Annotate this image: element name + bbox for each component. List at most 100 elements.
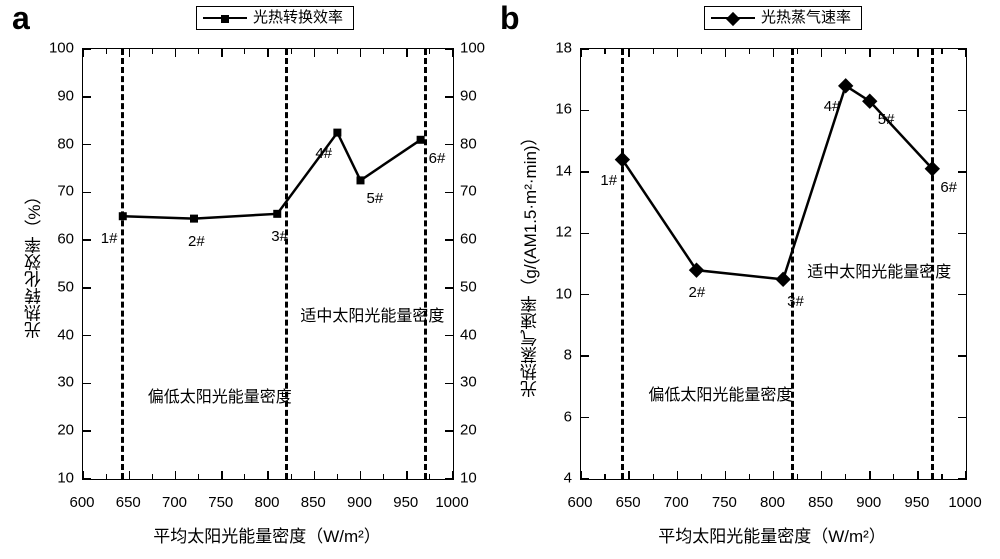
x-tick-label: 900 — [347, 494, 372, 511]
y-tick — [83, 335, 91, 337]
x-minor-tick — [429, 474, 430, 479]
x-tick-label: 900 — [856, 494, 881, 511]
x-minor-tick — [701, 49, 702, 54]
y-tick-label: 100 — [49, 40, 74, 57]
point-label: 4# — [315, 145, 332, 162]
y-tick — [581, 355, 589, 357]
y-tick-label-right: 30 — [460, 374, 477, 391]
x-tick — [406, 49, 408, 57]
x-minor-tick — [244, 474, 245, 479]
x-minor-tick — [198, 49, 199, 54]
point-label: 3# — [271, 228, 288, 245]
region-low-text: 偏低太阳光能量密度 — [648, 381, 792, 405]
y-tick-right — [958, 355, 966, 357]
x-tick-label: 1000 — [948, 494, 981, 511]
x-tick — [314, 49, 316, 57]
y-tick-label: 50 — [57, 278, 74, 295]
x-minor-tick — [383, 49, 384, 54]
series-a — [83, 49, 453, 479]
diamond-marker-icon — [726, 12, 740, 26]
x-minor-tick — [604, 49, 605, 54]
panel-a: a 光热转换效率 1#2#3#4#5#6#偏低太阳光能量密度适中太阳光能量密度 … — [0, 0, 500, 559]
data-marker — [273, 210, 281, 218]
y-tick-right — [958, 171, 966, 173]
x-minor-tick — [244, 49, 245, 54]
x-minor-tick — [845, 49, 846, 54]
y-tick-label-right: 70 — [460, 183, 477, 200]
x-tick — [821, 49, 823, 57]
y-tick — [581, 48, 589, 50]
x-tick — [82, 49, 84, 57]
x-tick-label: 800 — [760, 494, 785, 511]
legend-line-icon — [203, 17, 247, 19]
y-tick — [83, 478, 91, 480]
x-minor-tick — [337, 474, 338, 479]
x-minor-tick — [152, 49, 153, 54]
x-tick-label: 600 — [567, 494, 592, 511]
point-label: 1# — [101, 230, 118, 247]
x-tick — [725, 49, 727, 57]
panel-a-ylabel-left: 光热转化效率（%） — [22, 187, 47, 338]
x-tick-label: 750 — [208, 494, 233, 511]
data-marker — [775, 272, 790, 287]
plot-a-area: 1#2#3#4#5#6#偏低太阳光能量密度适中太阳光能量密度 — [82, 48, 454, 480]
x-minor-tick — [604, 474, 605, 479]
y-tick-right — [445, 430, 453, 432]
x-minor-tick — [383, 474, 384, 479]
region-mid-text: 适中太阳光能量密度 — [300, 302, 444, 326]
y-tick-label-right: 90 — [460, 87, 477, 104]
legend-text: 光热转换效率 — [253, 9, 343, 27]
x-tick-label: 850 — [301, 494, 326, 511]
y-tick-right — [445, 239, 453, 241]
y-tick — [83, 287, 91, 289]
x-minor-tick — [845, 474, 846, 479]
y-tick-label: 20 — [57, 422, 74, 439]
y-tick-right — [445, 48, 453, 50]
y-tick — [581, 110, 589, 112]
y-tick-label: 14 — [555, 162, 572, 179]
panel-b-letter: b — [500, 0, 520, 37]
x-tick-label: 600 — [69, 494, 94, 511]
x-tick — [917, 471, 919, 479]
y-tick-right — [445, 478, 453, 480]
y-tick-label-right: 20 — [460, 422, 477, 439]
y-tick-label-right: 80 — [460, 135, 477, 152]
x-minor-tick — [941, 49, 942, 54]
y-tick-label: 10 — [555, 285, 572, 302]
x-tick — [129, 49, 131, 57]
x-minor-tick — [893, 49, 894, 54]
point-label: 6# — [429, 150, 446, 167]
y-tick — [83, 383, 91, 385]
point-label: 5# — [878, 111, 895, 128]
region-low-text: 偏低太阳光能量密度 — [148, 383, 292, 407]
x-tick — [267, 471, 269, 479]
region-mid-text: 适中太阳光能量密度 — [807, 258, 951, 282]
x-minor-tick — [797, 49, 798, 54]
x-tick-label: 1000 — [435, 494, 468, 511]
vertical-dash — [621, 49, 624, 479]
y-tick-label: 16 — [555, 101, 572, 118]
vertical-dash — [121, 49, 124, 479]
x-tick — [725, 471, 727, 479]
x-tick — [628, 49, 630, 57]
x-tick-label: 750 — [712, 494, 737, 511]
y-tick-right — [445, 287, 453, 289]
x-minor-tick — [106, 49, 107, 54]
x-minor-tick — [429, 49, 430, 54]
x-minor-tick — [941, 474, 942, 479]
point-label: 6# — [940, 179, 957, 196]
x-minor-tick — [337, 49, 338, 54]
x-tick — [175, 49, 177, 57]
y-tick — [581, 233, 589, 235]
x-tick — [360, 471, 362, 479]
vertical-dash — [285, 49, 288, 479]
x-tick — [965, 49, 967, 57]
y-tick-label: 30 — [57, 374, 74, 391]
x-minor-tick — [653, 49, 654, 54]
y-tick-label: 18 — [555, 40, 572, 57]
x-minor-tick — [653, 474, 654, 479]
x-tick-label: 700 — [162, 494, 187, 511]
x-tick — [267, 49, 269, 57]
y-tick-label-right: 100 — [460, 40, 485, 57]
y-tick-right — [445, 96, 453, 98]
